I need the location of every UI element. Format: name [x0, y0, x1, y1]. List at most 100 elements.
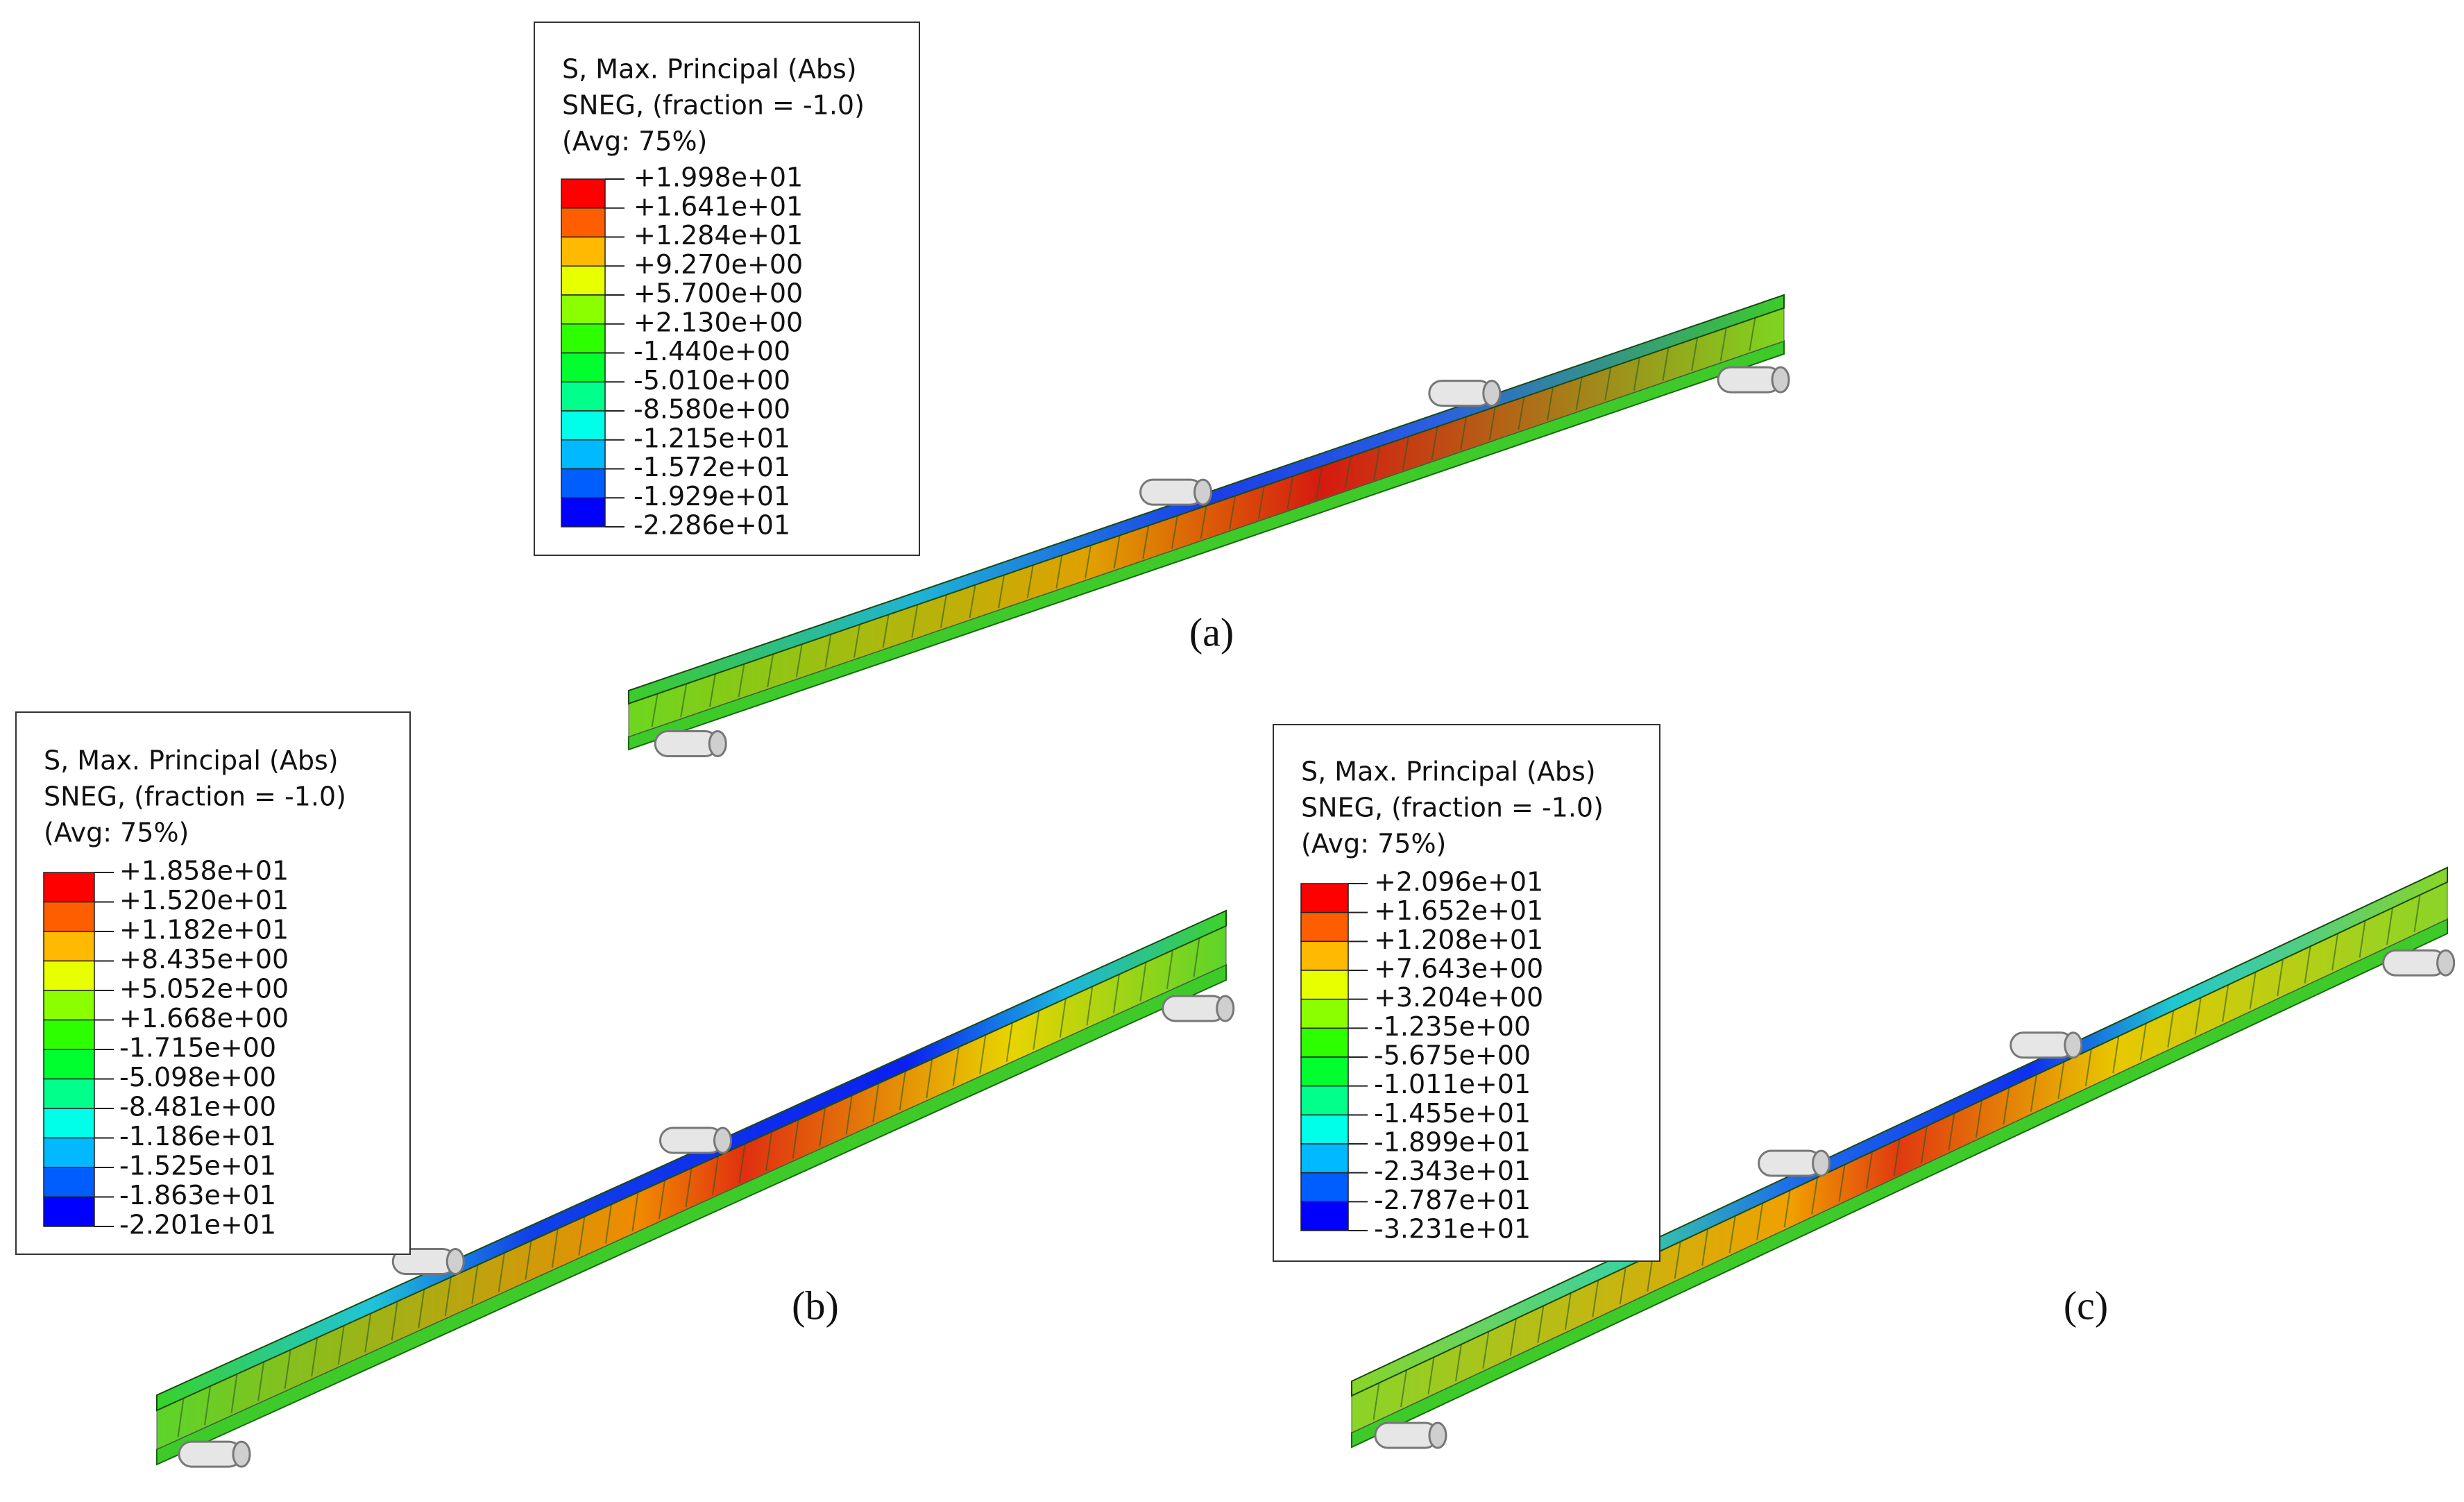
roller-end — [445, 1248, 465, 1275]
legend-value: -1.186e+01 — [119, 1121, 276, 1151]
web-rib — [1547, 387, 1554, 421]
legend-title: SNEG, (fraction = -1.0) — [44, 782, 346, 812]
roller-end — [1771, 366, 1790, 394]
web-rib — [1948, 1113, 1955, 1151]
web-rib — [911, 605, 919, 638]
legend-band — [561, 323, 606, 354]
legend-band — [561, 439, 606, 470]
web-rib — [2249, 972, 2257, 1009]
web-rib — [2112, 1036, 2120, 1074]
legend-band — [43, 1137, 95, 1168]
web-rib — [940, 594, 947, 628]
legend-value: -2.343e+01 — [1374, 1156, 1531, 1186]
legend-value: +1.668e+00 — [119, 1003, 289, 1033]
web-rib — [1229, 496, 1237, 530]
legend-value: -5.675e+00 — [1374, 1040, 1531, 1071]
web-rib — [738, 1143, 746, 1183]
web-rib — [2167, 1010, 2175, 1048]
web-rib — [525, 1240, 532, 1280]
legend-band — [1300, 940, 1349, 971]
web-rib — [2277, 959, 2284, 997]
panel-label: (b) — [792, 1283, 839, 1328]
web-rib — [824, 634, 832, 668]
web-rib — [2222, 984, 2229, 1022]
web-rib — [767, 654, 774, 688]
web-rib — [1171, 515, 1178, 549]
web-rib — [952, 1047, 960, 1086]
legend-band — [43, 1019, 95, 1050]
web-rib — [819, 1107, 826, 1147]
web-rib — [444, 1276, 452, 1317]
legend-value: -1.863e+01 — [119, 1180, 276, 1210]
legend-band — [561, 381, 606, 412]
web-rib — [708, 673, 716, 707]
web-rib — [792, 1120, 799, 1159]
legend-band — [43, 1167, 95, 1198]
web-rib — [2331, 933, 2339, 971]
legend-band — [1300, 1172, 1349, 1203]
legend-value: +1.208e+01 — [1374, 925, 1543, 955]
legend-value: +2.096e+01 — [1374, 867, 1543, 897]
web-rib — [1866, 1151, 1874, 1189]
legend-value: -1.525e+01 — [119, 1151, 276, 1181]
legend-value: -1.899e+01 — [1374, 1127, 1531, 1158]
web-rib — [899, 1071, 906, 1111]
web-rib — [738, 664, 745, 698]
web-rib — [311, 1338, 318, 1377]
web-rib — [1005, 1022, 1013, 1062]
web-rib — [1086, 986, 1094, 1026]
legend-band — [43, 1078, 95, 1109]
web-rib — [651, 693, 659, 727]
legend-value: -1.235e+00 — [1374, 1011, 1531, 1042]
web-rib — [1633, 357, 1640, 391]
legend-title: (Avg: 75%) — [44, 818, 189, 848]
legend-band — [1300, 883, 1349, 913]
web-rib — [680, 684, 688, 717]
legend-band — [561, 236, 606, 267]
legend-band — [561, 468, 606, 498]
web-rib — [1113, 535, 1121, 569]
web-rib — [230, 1374, 238, 1413]
web-rib — [1085, 545, 1091, 579]
beam — [628, 294, 1790, 757]
legend-band — [1300, 1143, 1349, 1174]
legend-value: -1.011e+01 — [1374, 1069, 1531, 1099]
legend-value: +5.052e+00 — [119, 974, 289, 1004]
web-rib — [1604, 367, 1612, 400]
web-rib — [1701, 1229, 1709, 1266]
web-rib — [1373, 1383, 1380, 1420]
web-rib — [1674, 1241, 1681, 1279]
web-rib — [2139, 1023, 2147, 1061]
top-flange — [1351, 866, 2448, 1397]
legend-value: -1.715e+00 — [119, 1033, 276, 1063]
legend: S, Max. Principal (Abs) SNEG, (fraction =… — [1273, 724, 1660, 1262]
web-rib — [364, 1313, 372, 1353]
legend-title: SNEG, (fraction = -1.0) — [1301, 793, 1604, 823]
legend-value: -3.231e+01 — [1374, 1214, 1531, 1244]
web-rib — [1286, 475, 1294, 509]
web-rib — [631, 1192, 639, 1232]
web-rib — [1055, 555, 1063, 589]
web-rib — [1756, 1203, 1764, 1240]
web-rib — [2359, 920, 2366, 958]
web-rib — [1142, 525, 1150, 559]
legend-value: -1.440e+00 — [634, 336, 790, 366]
web-rib — [1139, 962, 1147, 1002]
legend-value: -8.580e+00 — [634, 394, 790, 425]
panel-label: (a) — [1189, 609, 1234, 655]
web-rib — [2304, 946, 2311, 984]
web-rib — [1193, 938, 1200, 977]
web-rib — [872, 1083, 880, 1122]
web-rib — [1482, 1331, 1490, 1369]
legend-value: +3.204e+00 — [1374, 982, 1543, 1013]
web-rib — [853, 624, 860, 658]
roller-end — [713, 1126, 732, 1154]
legend-value: +1.998e+01 — [634, 162, 803, 193]
web-rib — [1316, 466, 1323, 500]
beams — [156, 294, 2456, 1468]
web-rib — [1059, 998, 1067, 1038]
web-rib — [1691, 337, 1699, 371]
roller-end — [1812, 1149, 1831, 1177]
web-rib — [998, 575, 1005, 609]
